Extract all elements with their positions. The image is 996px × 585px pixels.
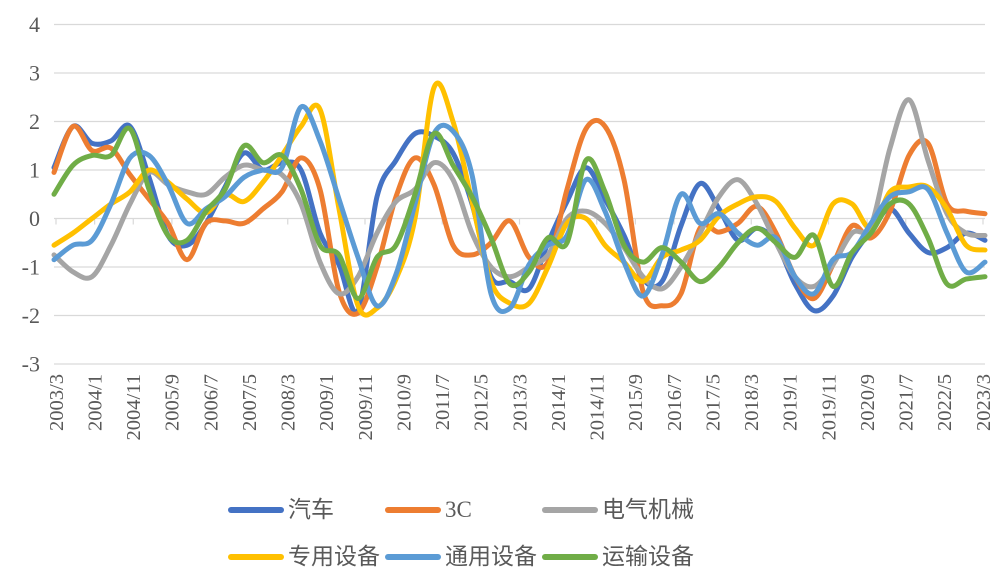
x-axis-label: 2015/9	[625, 374, 647, 431]
legend-item-3c: 3C	[385, 495, 472, 525]
x-axis-label: 2014/1	[548, 374, 570, 431]
legend-item-general-equipment: 通用设备	[385, 542, 537, 572]
x-axis-label: 2008/3	[278, 374, 300, 431]
x-axis-label: 2019/11	[818, 374, 840, 440]
y-axis-label: 0	[29, 206, 40, 231]
legend-label: 运输设备	[602, 544, 694, 569]
y-axis-label: 4	[29, 12, 40, 37]
x-axis-label: 2004/11	[123, 374, 145, 440]
series-line-5	[51, 125, 988, 301]
x-axis-label: 2004/1	[84, 374, 106, 431]
y-axis-label: -2	[22, 303, 40, 328]
y-axis-label: -1	[22, 255, 40, 280]
x-axis-label: 2016/7	[664, 374, 686, 431]
legend-line-swatch	[542, 554, 598, 560]
series-line-2	[51, 97, 988, 297]
x-axis-label: 2023/3	[973, 374, 995, 431]
x-axis-label: 2020/9	[857, 374, 879, 431]
x-axis-label: 2021/7	[896, 374, 918, 431]
y-axis-label: 2	[29, 109, 40, 134]
legend-line-swatch	[228, 507, 284, 513]
x-axis-label: 2005/9	[162, 374, 184, 431]
x-axis-label: 2022/5	[934, 374, 956, 431]
legend-line-swatch	[542, 507, 598, 513]
legend-label: 汽车	[288, 497, 334, 522]
plot-area: 4 3 2 1 0 -1 -2 -3 2003/3 2004/1 2004/11 2005/9 2006…	[22, 12, 995, 440]
y-axis-label: 1	[29, 158, 40, 183]
x-axis-label: 2014/11	[587, 374, 609, 440]
y-axis-label: -3	[22, 352, 40, 377]
legend-label: 专用设备	[288, 544, 380, 569]
legend-label: 通用设备	[445, 544, 537, 569]
x-axis-label: 2011/7	[432, 374, 454, 430]
x-axis-label: 2019/1	[780, 374, 802, 431]
legend-item-transport-equipment: 运输设备	[542, 542, 694, 572]
legend-line-swatch	[385, 554, 441, 560]
x-axis-label: 2017/5	[702, 374, 724, 431]
x-axis-label: 2009/11	[355, 374, 377, 440]
x-axis-label: 2010/9	[393, 374, 415, 431]
x-axis-label: 2006/7	[200, 374, 222, 431]
x-axis-label: 2012/5	[471, 374, 493, 431]
x-axis-label: 2018/3	[741, 374, 763, 431]
legend-label: 3C	[445, 497, 472, 522]
legend-item-electrical-machinery: 电气机械	[542, 495, 694, 525]
legend-label: 电气机械	[602, 497, 694, 522]
x-axis-label: 2009/1	[316, 374, 338, 431]
x-axis-label: 2007/5	[239, 374, 261, 431]
x-axis-label: 2003/3	[46, 374, 68, 431]
legend-line-swatch	[385, 507, 441, 513]
x-axis-label: 2013/3	[509, 374, 531, 431]
legend-item-special-equipment: 专用设备	[228, 542, 380, 572]
legend-line-swatch	[228, 554, 284, 560]
y-axis-label: 3	[29, 61, 40, 86]
legend-item-autos: 汽车	[228, 495, 334, 525]
